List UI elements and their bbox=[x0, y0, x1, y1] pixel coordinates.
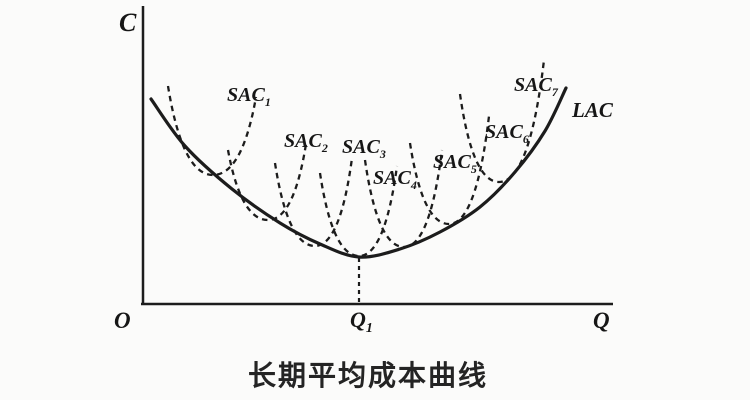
sac4-curve bbox=[318, 165, 399, 258]
sac1-label: SAC1 bbox=[227, 84, 271, 109]
sac7-curve bbox=[458, 59, 546, 184]
sac2-label: SAC2 bbox=[284, 130, 328, 155]
figure-caption: 长期平均成本曲线 bbox=[247, 360, 488, 391]
sac5-label: SAC5 bbox=[433, 151, 477, 176]
lac-label: LAC bbox=[571, 98, 614, 122]
origin-label: O bbox=[114, 308, 131, 333]
y-axis-label: C bbox=[119, 8, 137, 37]
lac-curve bbox=[149, 86, 568, 259]
sac6-curve bbox=[408, 115, 491, 226]
sac5-curve bbox=[363, 149, 444, 249]
q1-tick-label: Q1 bbox=[350, 307, 373, 336]
sac3-label: SAC3 bbox=[342, 136, 386, 161]
sac3-curve bbox=[273, 157, 354, 248]
sac7-label: SAC7 bbox=[514, 74, 559, 99]
sac4-label: SAC4 bbox=[373, 167, 417, 192]
x-axis-label: Q bbox=[593, 308, 610, 333]
sac6-label: SAC6 bbox=[485, 121, 529, 146]
